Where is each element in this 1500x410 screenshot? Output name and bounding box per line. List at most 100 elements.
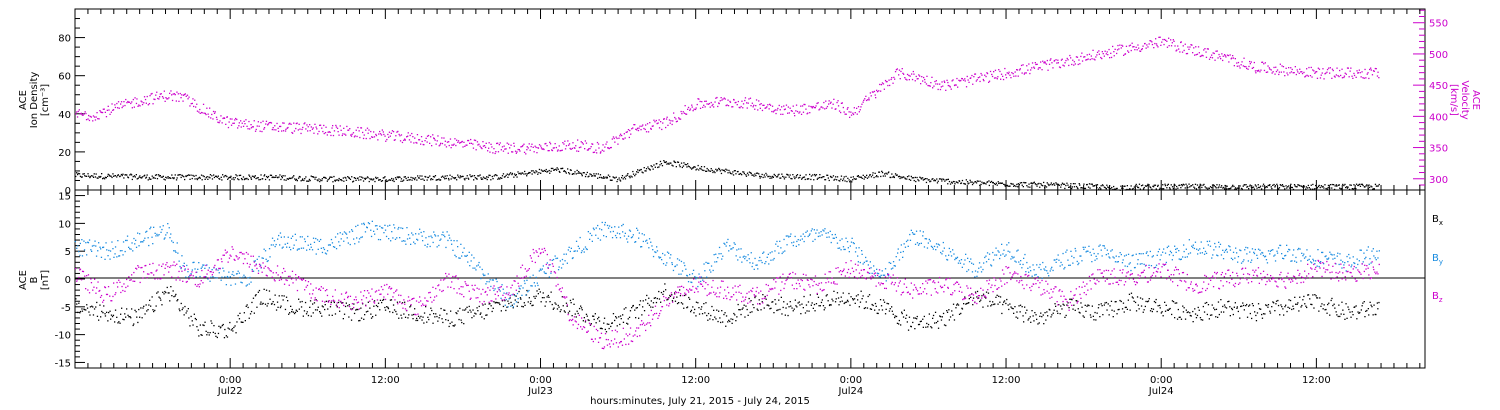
data-point: [625, 131, 627, 133]
data-point: [175, 179, 178, 181]
data-point: [511, 173, 513, 176]
data-point: [1145, 47, 1147, 49]
data-point: [176, 242, 178, 244]
data-point: [329, 176, 331, 178]
data-point: [1157, 185, 1159, 187]
data-point: [1244, 184, 1246, 186]
data-point: [742, 103, 745, 105]
data-point: [291, 311, 293, 313]
data-point: [217, 121, 219, 123]
data-point: [1365, 310, 1367, 312]
data-point: [323, 124, 325, 127]
data-point: [498, 144, 500, 146]
data-point: [1300, 185, 1302, 187]
data-point: [229, 276, 231, 278]
data-point: [712, 103, 714, 106]
data-point: [891, 310, 893, 312]
data-point: [1084, 304, 1086, 306]
data-point: [635, 317, 637, 319]
data-point: [1181, 185, 1183, 187]
data-point: [1091, 58, 1093, 60]
data-point: [849, 181, 851, 183]
data-point: [928, 313, 930, 315]
data-point: [895, 69, 898, 71]
data-point: [441, 142, 444, 145]
data-point: [1271, 306, 1273, 308]
data-point: [459, 141, 462, 144]
data-point: [493, 175, 495, 177]
data-point: [1124, 306, 1126, 309]
data-point: [223, 117, 226, 119]
data-point: [1121, 44, 1123, 46]
data-point: [1097, 307, 1100, 309]
data-point: [423, 322, 425, 324]
data-point: [1144, 185, 1147, 187]
data-point: [288, 246, 291, 248]
data-point: [1032, 315, 1034, 317]
data-point: [117, 107, 119, 109]
data-point: [832, 175, 835, 177]
data-point: [974, 181, 977, 183]
data-point: [767, 104, 769, 106]
data-point: [569, 299, 572, 302]
data-point: [1140, 185, 1143, 187]
data-point: [1069, 298, 1071, 300]
data-point: [920, 83, 922, 85]
data-point: [528, 172, 530, 174]
data-point: [945, 324, 947, 327]
data-point: [1324, 309, 1326, 311]
data-point: [353, 303, 355, 305]
data-point: [1266, 186, 1268, 188]
data-point: [1014, 71, 1016, 73]
data-point: [1066, 304, 1068, 306]
data-point: [620, 318, 622, 320]
data-point: [1030, 321, 1032, 323]
data-point: [384, 306, 386, 309]
data-point: [795, 175, 798, 177]
data-point: [870, 308, 873, 310]
data-point: [766, 106, 768, 108]
data-point: [952, 303, 955, 305]
data-point: [119, 175, 121, 177]
data-point: [918, 323, 921, 326]
data-point: [1373, 188, 1375, 190]
data-point: [614, 319, 616, 322]
data-point: [707, 312, 710, 315]
data-point: [726, 169, 728, 171]
data-point: [584, 148, 586, 150]
data-point: [1373, 70, 1375, 72]
data-point: [810, 105, 812, 108]
data-point: [600, 327, 602, 329]
data-point: [1326, 68, 1329, 71]
data-point: [322, 306, 324, 308]
data-point: [272, 127, 274, 129]
data-point: [650, 128, 652, 130]
data-point: [1137, 304, 1139, 306]
data-point: [618, 316, 620, 318]
data-point: [1283, 314, 1285, 316]
data-point: [763, 104, 765, 106]
data-point: [855, 295, 858, 297]
data-point: [402, 240, 405, 242]
data-point: [325, 177, 327, 179]
data-point: [1100, 56, 1102, 59]
data-point: [925, 326, 927, 328]
data-point: [306, 124, 308, 126]
data-point: [838, 304, 840, 306]
data-point: [149, 95, 151, 97]
data-point: [281, 247, 283, 249]
data-point: [353, 136, 356, 138]
data-point: [902, 72, 904, 74]
data-point: [1303, 71, 1305, 74]
data-point: [1108, 314, 1110, 316]
data-point: [1312, 294, 1314, 296]
data-point: [669, 162, 671, 164]
data-point: [279, 244, 281, 246]
data-point: [327, 179, 329, 181]
data-point: [1023, 321, 1025, 323]
data-point: [1146, 44, 1148, 46]
data-point: [812, 174, 814, 176]
data-point: [1205, 187, 1207, 189]
data-point: [848, 292, 850, 295]
data-point: [589, 324, 592, 326]
